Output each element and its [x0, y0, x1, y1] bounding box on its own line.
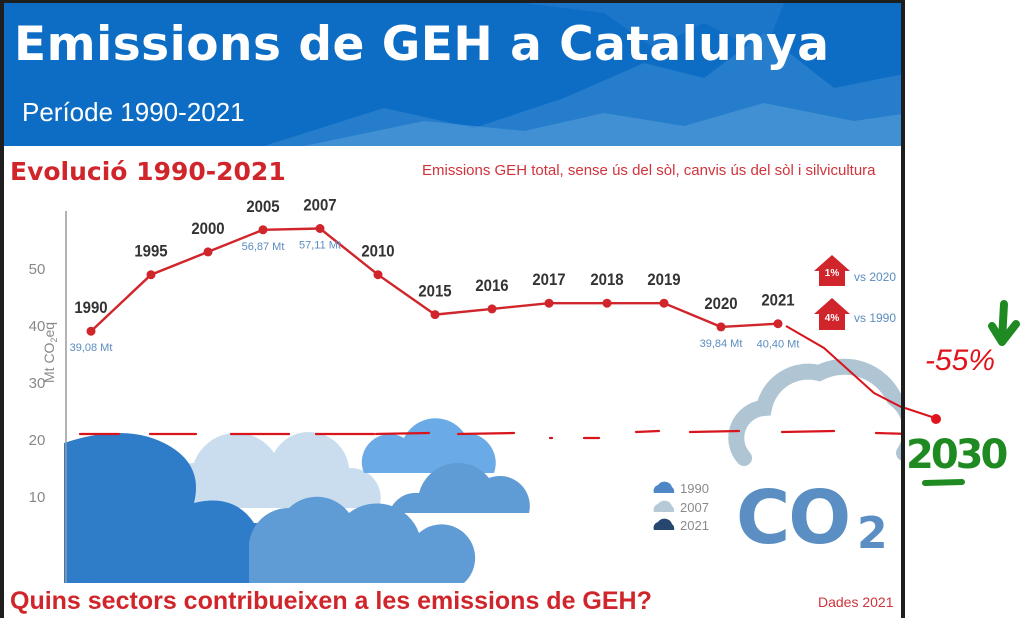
data-point — [430, 310, 440, 320]
year-label: 1995 — [134, 243, 167, 261]
data-point — [373, 270, 383, 280]
svg-text:2021: 2021 — [680, 518, 709, 533]
value-label: 40,40 Mt — [757, 339, 800, 351]
down-arrow-icon — [988, 300, 1020, 346]
section-title: Evolució 1990-2021 — [10, 157, 286, 186]
data-point — [86, 326, 96, 336]
svg-text:50: 50 — [29, 261, 46, 278]
header-banner: Emissions de GEH a Catalunya Període 199… — [4, 3, 901, 146]
svg-text:4%: 4% — [825, 313, 840, 324]
data-points — [86, 224, 783, 336]
data-point — [659, 298, 669, 308]
value-label: 39,08 Mt — [70, 342, 113, 354]
handdrawn-reference-line — [78, 429, 901, 440]
page-title: Emissions de GEH a Catalunya — [14, 17, 830, 72]
projection-line — [785, 325, 901, 409]
legend-item-2007: 2007 — [653, 500, 709, 515]
year-label: 2020 — [704, 295, 737, 313]
year-label: 2000 — [191, 220, 224, 238]
data-point — [773, 319, 783, 329]
svg-text:40: 40 — [29, 318, 46, 335]
badge-vs-2020: 1% vs 2020 — [814, 255, 896, 286]
value-labels: 39,08 Mt 56,87 Mt 57,11 Mt 39,84 Mt 40,40 Mt — [70, 240, 800, 355]
y-axis-ticks: 50 40 30 20 10 — [29, 261, 46, 506]
cloud-icon — [653, 500, 675, 512]
svg-text:CO: CO — [736, 475, 849, 561]
reduction-target-label: -55% — [925, 344, 995, 377]
legend-item-2021: 2021 — [653, 518, 709, 533]
data-point — [258, 225, 268, 235]
year-label: 2005 — [246, 198, 279, 216]
year-labels: 1990 1995 2000 2005 2007 2010 2015 2016 2017 2018… — [74, 197, 794, 318]
data-point — [146, 270, 156, 280]
svg-text:vs 1990: vs 1990 — [854, 311, 896, 325]
year-label: 2007 — [303, 197, 336, 215]
co2-logo: CO 2 — [736, 469, 901, 561]
chart-description: Emissions GEH total, sense ús del sòl, c… — [422, 162, 876, 179]
emissions-line-chart: 50 40 30 20 10 Mt CO2eq 1990 1995 2000 2005… — [29, 197, 901, 583]
target-point — [931, 414, 941, 424]
year-label: 2017 — [532, 271, 565, 289]
svg-text:vs 2020: vs 2020 — [854, 270, 896, 284]
data-point — [544, 298, 554, 308]
year-label: 2021 — [761, 292, 794, 310]
value-label: 57,11 Mt — [299, 240, 341, 252]
legend: 1990 2007 2021 — [653, 481, 709, 533]
data-point — [203, 247, 213, 257]
year-label: 2019 — [647, 271, 680, 289]
cloud-icon — [653, 481, 675, 493]
sectors-question: Quins sectors contribueixen a les emissi… — [10, 587, 652, 615]
svg-text:10: 10 — [29, 489, 46, 506]
data-point — [487, 304, 497, 314]
mountain-background — [264, 3, 901, 146]
svg-text:1990: 1990 — [680, 481, 709, 496]
cloud-icon — [653, 518, 675, 530]
y-axis-label: Mt CO2eq — [41, 322, 59, 383]
svg-text:30: 30 — [29, 375, 46, 392]
legend-item-1990: 1990 — [653, 481, 709, 496]
svg-text:2007: 2007 — [680, 500, 709, 515]
period-subtitle: Període 1990-2021 — [22, 97, 245, 127]
year-label: 2015 — [418, 283, 451, 301]
data-point — [716, 322, 726, 332]
year-label: 1990 — [74, 299, 107, 317]
data-source-label: Dades 2021 — [818, 594, 894, 610]
data-point — [315, 224, 325, 233]
cloud-illustration — [64, 358, 901, 583]
target-year-label: 2030 — [906, 432, 1006, 478]
target-year-underline — [922, 479, 965, 486]
svg-text:20: 20 — [29, 432, 46, 449]
data-point — [602, 298, 612, 308]
infographic-panel: Emissions de GEH a Catalunya Període 199… — [0, 0, 905, 618]
svg-text:1%: 1% — [825, 268, 840, 279]
value-label: 39,84 Mt — [700, 338, 743, 350]
badge-vs-1990: 4% vs 1990 — [814, 298, 896, 330]
value-label: 56,87 Mt — [242, 241, 285, 253]
svg-text:2: 2 — [857, 508, 888, 559]
year-label: 2010 — [361, 243, 394, 261]
year-label: 2016 — [475, 277, 508, 295]
year-label: 2018 — [590, 271, 623, 289]
